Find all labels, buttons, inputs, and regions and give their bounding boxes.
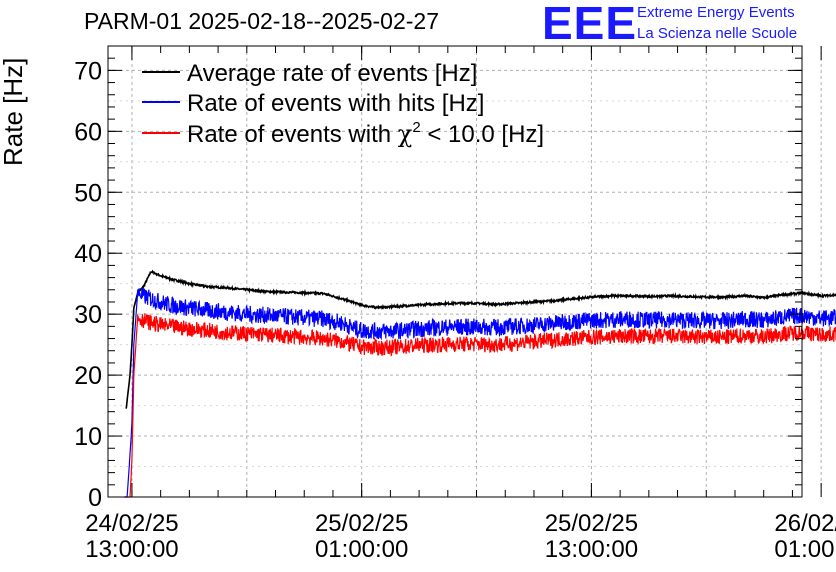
series-line-2 [124,287,836,498]
series-line-3 [124,313,836,498]
y-tick-label: 70 [74,57,102,85]
y-tick-label: 20 [74,362,102,390]
y-tick-label: 10 [74,423,102,451]
logo-line-1: Extreme Energy Events [637,4,795,21]
logo-line-2: La Scienza nelle Scuole [637,25,798,42]
y-tick-label: 60 [74,118,102,146]
x-tick-label-date: 25/02/25 [545,510,638,537]
axes: 01020304050607024/02/2513:00:0025/02/250… [74,45,836,563]
series-line-1 [125,269,836,409]
plot-frame [107,45,803,498]
x-tick-label-date: 26/02/25 [774,510,836,537]
grid-lines [108,46,822,498]
x-tick-label-time: 13:00:00 [545,536,638,563]
legend: Average rate of events [Hz] Rate of event… [142,60,544,148]
legend-entry-3: Rate of events with χ2 < 10.0 [Hz] [187,119,544,148]
x-tick-label-time: 01:00:00 [774,536,836,563]
x-tick-label-time: 13:00:00 [85,536,178,563]
y-tick-label: 0 [88,484,102,512]
y-tick-label: 50 [74,179,102,207]
legend-entry-2: Rate of events with hits [Hz] [187,90,484,117]
x-tick-label-date: 24/02/25 [85,510,178,537]
x-tick-label-time: 01:00:00 [315,536,408,563]
y-tick-label: 30 [74,301,102,329]
y-tick-label: 40 [74,240,102,268]
legend-entry-1: Average rate of events [Hz] [187,60,477,87]
series-layer [124,269,836,498]
chart-title: PARM-01 2025-02-18--2025-02-27 [84,8,439,34]
eee-logo: EEE [542,0,638,49]
x-tick-label-date: 25/02/25 [315,510,408,537]
